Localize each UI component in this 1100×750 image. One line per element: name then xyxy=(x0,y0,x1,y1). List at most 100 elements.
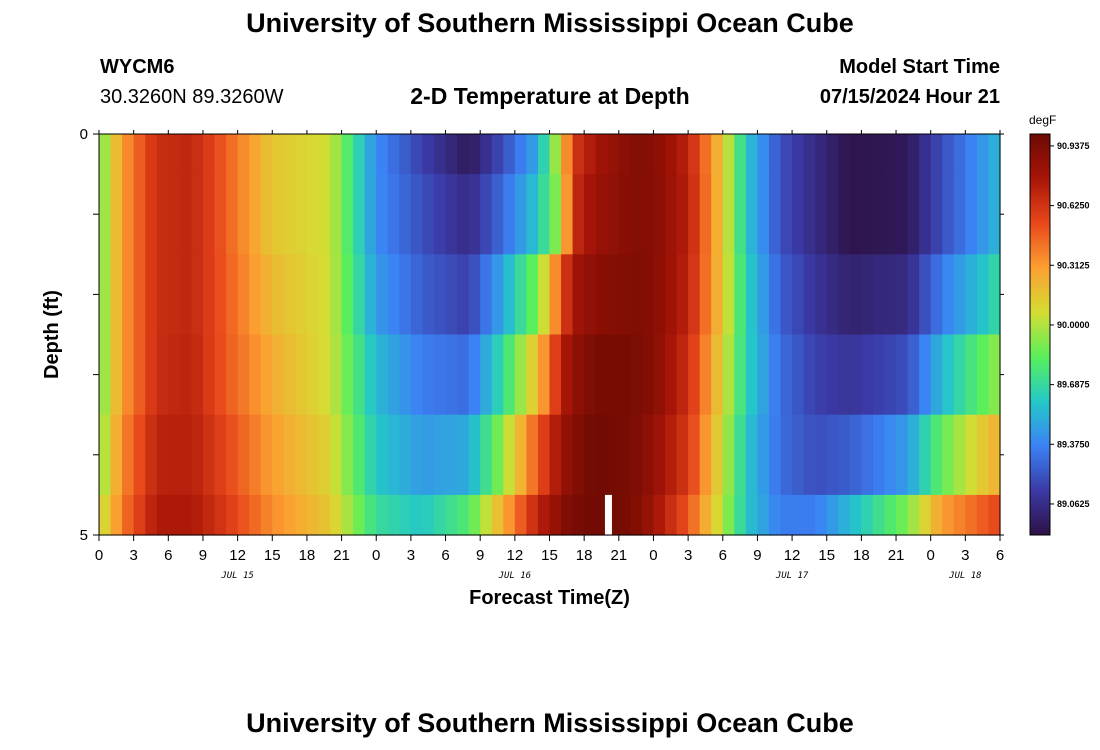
heatmap-cell xyxy=(133,414,146,496)
model-start-value: 07/15/2024 Hour 21 xyxy=(819,86,1000,108)
heatmap-cell xyxy=(641,254,655,336)
heatmap-cell xyxy=(272,174,285,255)
heatmap-cell xyxy=(156,334,169,416)
heatmap-cell xyxy=(503,494,516,536)
heatmap-cell xyxy=(353,494,366,536)
heatmap-cell xyxy=(653,254,666,336)
x-axis-title: Forecast Time(Z) xyxy=(469,587,630,609)
heatmap-cell xyxy=(699,174,712,255)
heatmap-cell xyxy=(491,174,504,255)
heatmap-cell xyxy=(491,414,504,496)
heatmap-cell xyxy=(896,254,909,336)
heatmap-cell xyxy=(711,134,724,175)
heatmap-cell xyxy=(99,494,112,536)
heatmap-cell xyxy=(665,254,678,336)
heatmap-cell xyxy=(387,254,400,336)
heatmap-cell xyxy=(237,494,250,536)
heatmap-cell xyxy=(145,174,158,255)
x-tick-label: 0 xyxy=(649,547,657,564)
heatmap-cell xyxy=(491,134,504,175)
heatmap-cell xyxy=(422,254,435,336)
heatmap-cell xyxy=(861,134,874,175)
x-tick-label: 9 xyxy=(476,547,484,564)
heatmap-cell xyxy=(214,174,227,255)
heatmap-cell xyxy=(803,334,816,416)
heatmap-cell xyxy=(745,494,759,536)
heatmap-cell xyxy=(641,414,655,496)
heatmap-cell xyxy=(630,494,643,536)
colorbar-tick-label: 89.0625 xyxy=(1057,499,1090,509)
heatmap-cell xyxy=(745,254,759,336)
heatmap-cell xyxy=(330,334,343,416)
heatmap-cell xyxy=(376,174,389,255)
heatmap-cell xyxy=(168,334,181,416)
heatmap-cell xyxy=(792,334,805,416)
heatmap-cell xyxy=(168,494,181,536)
heatmap-cell xyxy=(780,494,793,536)
heatmap-cell xyxy=(122,414,135,496)
heatmap-cell xyxy=(688,254,701,336)
heatmap-cell xyxy=(445,414,458,496)
heatmap-cell xyxy=(526,134,539,175)
heatmap-cell xyxy=(757,334,770,416)
heatmap-cell xyxy=(942,134,955,175)
heatmap-cell xyxy=(433,494,447,536)
heatmap-cell xyxy=(757,254,770,336)
heatmap-cell xyxy=(457,494,470,536)
heatmap-cell xyxy=(792,494,805,536)
heatmap-cell xyxy=(953,334,966,416)
heatmap-cell xyxy=(872,494,886,536)
heatmap-cell xyxy=(364,334,377,416)
model-start-label: Model Start Time xyxy=(839,56,1000,78)
heatmap-cell xyxy=(953,254,966,336)
heatmap-cell xyxy=(249,494,262,536)
heatmap-cell xyxy=(942,254,955,336)
heatmap-cell xyxy=(919,334,932,416)
heatmap-cell xyxy=(849,174,862,255)
heatmap-cell xyxy=(826,334,839,416)
heatmap-cell xyxy=(815,414,828,496)
heatmap-cell xyxy=(156,254,169,336)
heatmap-cell xyxy=(595,334,608,416)
heatmap-cell xyxy=(330,134,343,175)
heatmap-cell xyxy=(422,334,435,416)
heatmap-cell xyxy=(803,174,816,255)
heatmap-cell xyxy=(514,174,527,255)
heatmap-cell xyxy=(457,174,470,255)
heatmap-cell xyxy=(168,174,181,255)
heatmap-cell xyxy=(976,174,990,255)
heatmap-cell xyxy=(433,414,447,496)
heatmap-cell xyxy=(919,254,932,336)
heatmap-cell xyxy=(641,494,655,536)
heatmap-cell xyxy=(965,134,978,175)
heatmap-cell xyxy=(861,254,874,336)
x-tick-label: 0 xyxy=(927,547,935,564)
heatmap-cell xyxy=(341,174,354,255)
heatmap-cell xyxy=(491,254,504,336)
heatmap-cell xyxy=(584,134,597,175)
heatmap-cell xyxy=(584,174,597,255)
heatmap-cell xyxy=(561,414,574,496)
heatmap-cell xyxy=(595,134,608,175)
heatmap-cell xyxy=(803,254,816,336)
heatmap-cell xyxy=(745,174,759,255)
heatmap-cell xyxy=(145,414,158,496)
heatmap-cell xyxy=(896,334,909,416)
heatmap-cell xyxy=(803,134,816,175)
heatmap-cell xyxy=(445,174,458,255)
heatmap-cell xyxy=(110,334,123,416)
heatmap-cell xyxy=(676,494,689,536)
heatmap-cell xyxy=(376,134,389,175)
x-tick-label: 9 xyxy=(753,547,761,564)
heatmap-cell xyxy=(711,174,724,255)
heatmap-cell xyxy=(226,494,239,536)
heatmap-cell xyxy=(260,494,273,536)
heatmap-cell xyxy=(549,494,562,536)
heatmap-cell xyxy=(480,494,493,536)
heatmap-cell xyxy=(803,414,816,496)
heatmap-cell xyxy=(283,414,296,496)
x-tick-label: 18 xyxy=(576,547,593,564)
heatmap-cell xyxy=(260,254,273,336)
heatmap-cell xyxy=(410,414,424,496)
heatmap-cell xyxy=(318,134,331,175)
